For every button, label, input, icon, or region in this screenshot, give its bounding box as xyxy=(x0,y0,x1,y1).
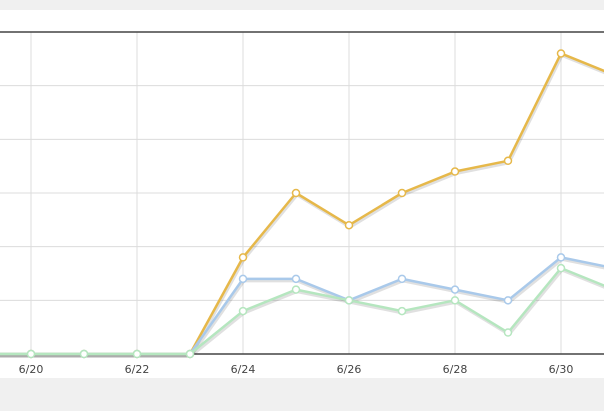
data-point xyxy=(556,253,566,262)
data-point xyxy=(291,188,301,198)
data-point xyxy=(132,349,142,359)
data-point xyxy=(503,296,513,305)
data-point xyxy=(397,188,407,198)
data-point xyxy=(291,274,301,284)
data-point xyxy=(397,274,407,284)
data-point xyxy=(238,306,248,316)
data-point xyxy=(503,156,513,166)
data-point xyxy=(503,328,513,337)
data-point xyxy=(450,285,460,294)
x-tick-label: 6/24 xyxy=(231,363,256,376)
data-point xyxy=(238,274,248,284)
data-point xyxy=(238,253,248,262)
data-point xyxy=(185,349,195,359)
data-point xyxy=(450,296,460,305)
data-point xyxy=(79,349,89,359)
x-tick-label: 6/30 xyxy=(549,363,574,376)
data-point xyxy=(556,49,566,58)
x-tick-label: 6/22 xyxy=(125,363,150,376)
data-point xyxy=(450,167,460,176)
x-tick-label: 6/20 xyxy=(19,363,44,376)
data-point xyxy=(291,285,301,294)
plot-panel xyxy=(0,10,604,378)
data-point xyxy=(556,263,566,273)
data-point xyxy=(344,296,354,305)
x-tick-label: 6/28 xyxy=(443,363,468,376)
data-point xyxy=(344,220,354,230)
x-tick-label: 6/26 xyxy=(337,363,362,376)
data-point xyxy=(397,306,407,316)
data-point xyxy=(26,349,36,359)
